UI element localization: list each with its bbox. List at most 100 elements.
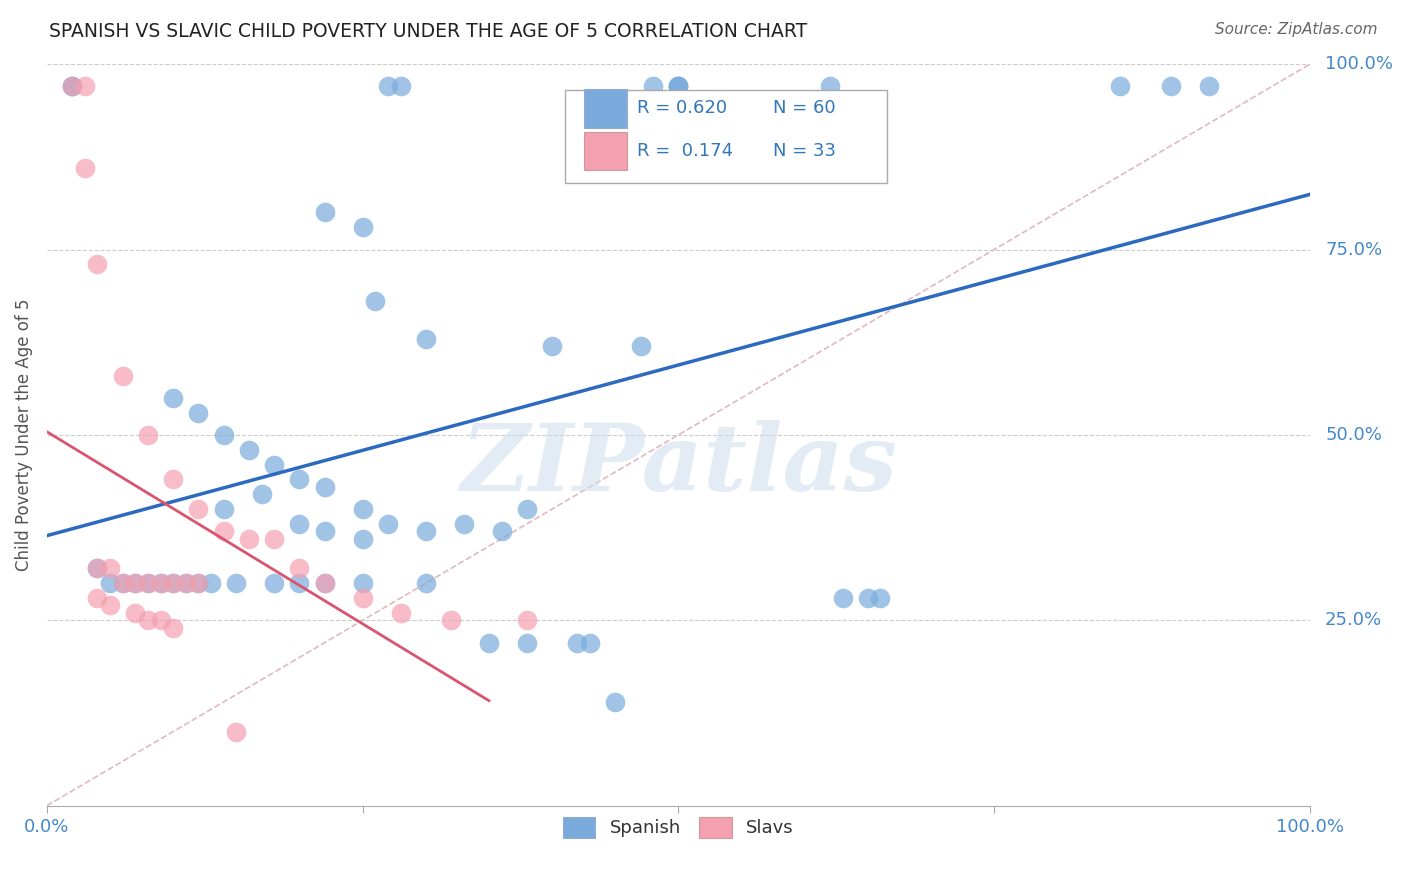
Slavs [389,606,412,620]
Spanish [288,516,311,531]
Spanish [352,220,374,235]
Text: R =  0.174: R = 0.174 [637,142,733,160]
Spanish [869,591,891,605]
Spanish [174,576,197,591]
Spanish [856,591,879,605]
Spanish [478,635,501,649]
Spanish [60,79,83,94]
FancyBboxPatch shape [583,132,627,170]
Spanish [579,635,602,649]
Spanish [668,79,690,94]
Spanish [314,524,336,539]
Slavs [149,576,172,591]
Spanish [98,576,121,591]
Slavs [98,561,121,575]
Text: 75.0%: 75.0% [1324,241,1382,259]
Text: 50.0%: 50.0% [1324,425,1382,444]
Legend: Spanish, Slavs: Spanish, Slavs [555,810,801,845]
Spanish [187,406,209,420]
FancyBboxPatch shape [565,90,887,183]
Slavs [98,599,121,613]
Slavs [440,613,463,627]
Text: 25.0%: 25.0% [1324,611,1382,630]
Spanish [136,576,159,591]
Slavs [136,576,159,591]
FancyBboxPatch shape [583,89,627,128]
Spanish [668,79,690,94]
Spanish [162,576,184,591]
Slavs [516,613,538,627]
Slavs [174,576,197,591]
Spanish [605,695,627,709]
Text: R = 0.620: R = 0.620 [637,99,727,118]
Spanish [250,487,273,501]
Slavs [352,591,374,605]
Slavs [187,502,209,516]
Spanish [238,442,260,457]
Spanish [516,502,538,516]
Spanish [187,576,209,591]
Spanish [263,458,285,472]
Slavs [238,532,260,546]
Spanish [818,79,841,94]
Text: N = 60: N = 60 [773,99,835,118]
Slavs [212,524,235,539]
Spanish [124,576,146,591]
Slavs [136,613,159,627]
Spanish [314,576,336,591]
Spanish [314,205,336,219]
Slavs [136,428,159,442]
Spanish [212,428,235,442]
Spanish [352,576,374,591]
Slavs [124,606,146,620]
Spanish [212,502,235,516]
Spanish [377,516,399,531]
Spanish [352,532,374,546]
Slavs [187,576,209,591]
Spanish [567,635,589,649]
Text: ZIPatlas: ZIPatlas [460,419,897,509]
Spanish [541,339,564,353]
Text: N = 33: N = 33 [773,142,837,160]
Slavs [263,532,285,546]
Spanish [453,516,475,531]
Text: SPANISH VS SLAVIC CHILD POVERTY UNDER THE AGE OF 5 CORRELATION CHART: SPANISH VS SLAVIC CHILD POVERTY UNDER TH… [49,22,807,41]
Spanish [288,472,311,486]
Spanish [200,576,222,591]
Spanish [630,339,652,353]
Slavs [314,576,336,591]
Text: Source: ZipAtlas.com: Source: ZipAtlas.com [1215,22,1378,37]
Spanish [516,635,538,649]
Slavs [225,724,247,739]
Y-axis label: Child Poverty Under the Age of 5: Child Poverty Under the Age of 5 [15,299,32,571]
Spanish [162,391,184,405]
Slavs [73,161,96,175]
Slavs [73,79,96,94]
Spanish [668,79,690,94]
Spanish [831,591,853,605]
Text: 100.0%: 100.0% [1324,55,1393,73]
Spanish [149,576,172,591]
Slavs [162,576,184,591]
Spanish [377,79,399,94]
Slavs [162,621,184,635]
Spanish [1160,79,1182,94]
Slavs [86,257,108,271]
Spanish [364,294,387,309]
Spanish [415,332,437,346]
Slavs [86,561,108,575]
Spanish [1198,79,1220,94]
Spanish [225,576,247,591]
Spanish [263,576,285,591]
Slavs [111,368,134,383]
Slavs [149,613,172,627]
Spanish [86,561,108,575]
Spanish [415,576,437,591]
Slavs [60,79,83,94]
Slavs [288,561,311,575]
Slavs [111,576,134,591]
Spanish [111,576,134,591]
Spanish [1109,79,1132,94]
Spanish [491,524,513,539]
Spanish [352,502,374,516]
